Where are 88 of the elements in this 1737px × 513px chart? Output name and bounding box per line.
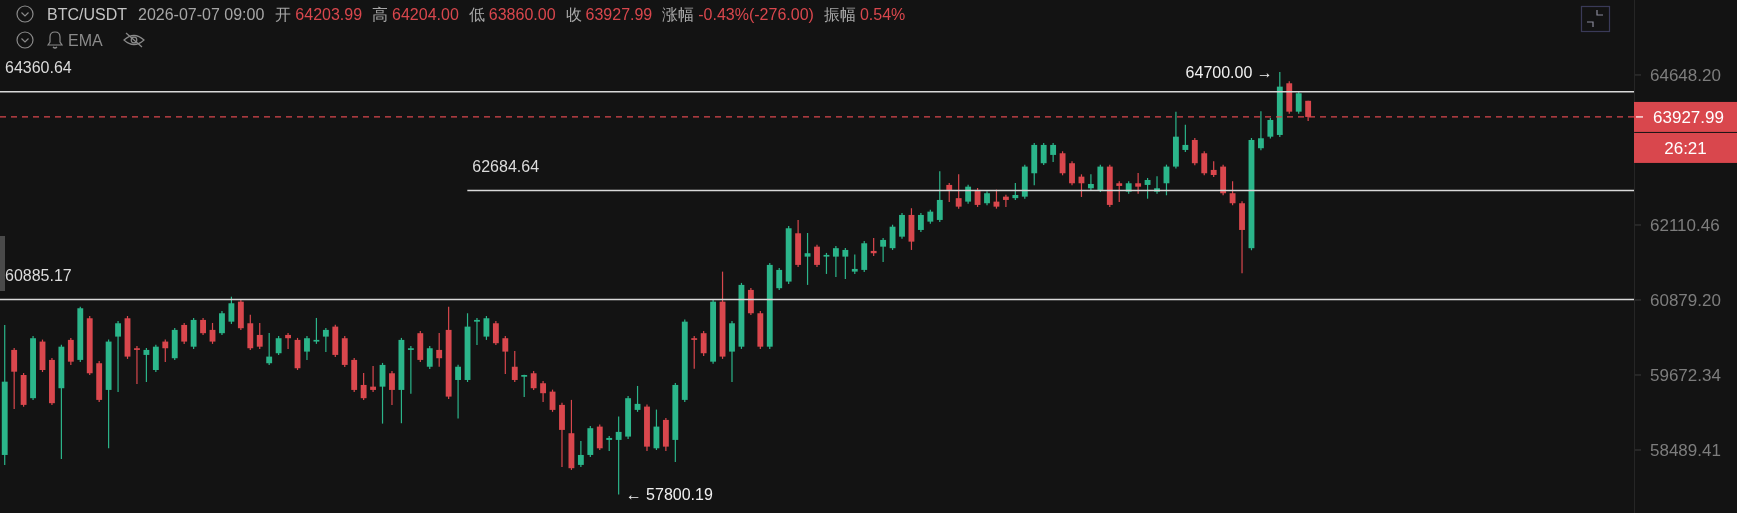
candlestick (1267, 117, 1274, 140)
candlestick (747, 287, 754, 316)
candlestick (814, 244, 820, 268)
candlestick (540, 380, 547, 403)
candlestick (1295, 90, 1302, 115)
candlestick (322, 327, 329, 353)
candlestick (426, 345, 433, 370)
candlestick (162, 338, 169, 363)
candlestick (115, 320, 121, 393)
candlestick (946, 182, 953, 203)
candlestick (285, 332, 291, 350)
candlestick (181, 322, 188, 345)
candlestick (1040, 142, 1047, 166)
candlestick (266, 332, 273, 366)
candlestick (842, 247, 849, 280)
candlestick (143, 347, 150, 383)
candlestick (1059, 150, 1066, 176)
candlestick (1229, 180, 1236, 206)
candlestick (152, 344, 159, 373)
candlestick (436, 332, 443, 368)
y-tick-label: 62110.46 (1650, 215, 1720, 235)
annotation: 低 63860.00 (468, 6, 556, 23)
annotation: 高 64204.00 (372, 6, 459, 23)
candlestick (511, 350, 518, 383)
text: 26:21 (1664, 138, 1707, 158)
candlestick (455, 364, 462, 420)
annotation: 64700.00 → (1185, 63, 1273, 81)
chart-subtitle: 2026-07-07 09:00 (138, 6, 265, 23)
annotation: EMA (68, 32, 103, 49)
candlestick (700, 330, 707, 357)
candlestick (899, 212, 905, 240)
ref-line-label: 60885.17 (5, 266, 72, 284)
candlestick (804, 232, 811, 286)
candlestick (1050, 142, 1057, 163)
candlestick (530, 370, 537, 391)
candlestick (691, 335, 698, 370)
candlestick (474, 317, 480, 346)
candlestick (304, 335, 310, 361)
candlestick (851, 254, 858, 275)
y-tick-label: 64648.20 (1650, 65, 1721, 85)
candlestick (370, 365, 377, 393)
candlestick (615, 416, 622, 496)
candlestick (1135, 172, 1142, 195)
candlestick (219, 310, 225, 336)
y-tick-label: 58489.41 (1650, 441, 1721, 460)
annotation: ← 57800.19 (625, 486, 713, 504)
ref-line-label: 64360.64 (5, 58, 72, 76)
candlestick (407, 345, 414, 395)
ref-line-label: 63927.99 (1653, 107, 1724, 127)
candlestick (1087, 173, 1094, 191)
candlestick (577, 440, 584, 468)
candlestick (275, 335, 282, 356)
candlestick (228, 296, 235, 325)
candlestick (11, 347, 18, 410)
candlestick (483, 315, 490, 341)
candlestick (596, 424, 603, 451)
candlestick (134, 345, 140, 385)
chart-title: BTC/USDT (47, 6, 128, 23)
candlestick (67, 337, 74, 366)
candlestick (1069, 160, 1075, 186)
candlestick (936, 170, 943, 223)
y-tick-label: 59672.34 (1650, 365, 1721, 385)
annotation: 振幅 0.54% (823, 6, 906, 23)
candlestick (492, 320, 499, 346)
candlestick (1144, 177, 1151, 200)
annotation: 开 64203.99 (275, 6, 363, 23)
candlestick (1097, 164, 1104, 193)
annotation: 收 63927.99 (565, 6, 653, 23)
candlestick (1002, 194, 1009, 208)
candlestick (502, 335, 509, 375)
candlestick (360, 372, 367, 401)
candlestick (832, 245, 839, 278)
candlestick (313, 317, 320, 345)
candlestick (880, 237, 887, 263)
candlestick (1201, 150, 1208, 176)
candlestick (256, 322, 263, 350)
candlestick (1182, 124, 1189, 153)
candlestick (823, 252, 830, 275)
candlestick (917, 212, 924, 233)
candlestick (1116, 180, 1123, 203)
candlestick (955, 173, 962, 210)
candlestick (776, 267, 783, 291)
annotation: 涨幅 -0.43%(-276.00) (662, 6, 814, 23)
candlestick (1191, 137, 1198, 166)
y-tick-label: 60879.20 (1650, 290, 1721, 310)
candlestick (389, 370, 395, 406)
ref-line-label: 62684.64 (472, 157, 540, 175)
candlestick (1257, 110, 1264, 151)
